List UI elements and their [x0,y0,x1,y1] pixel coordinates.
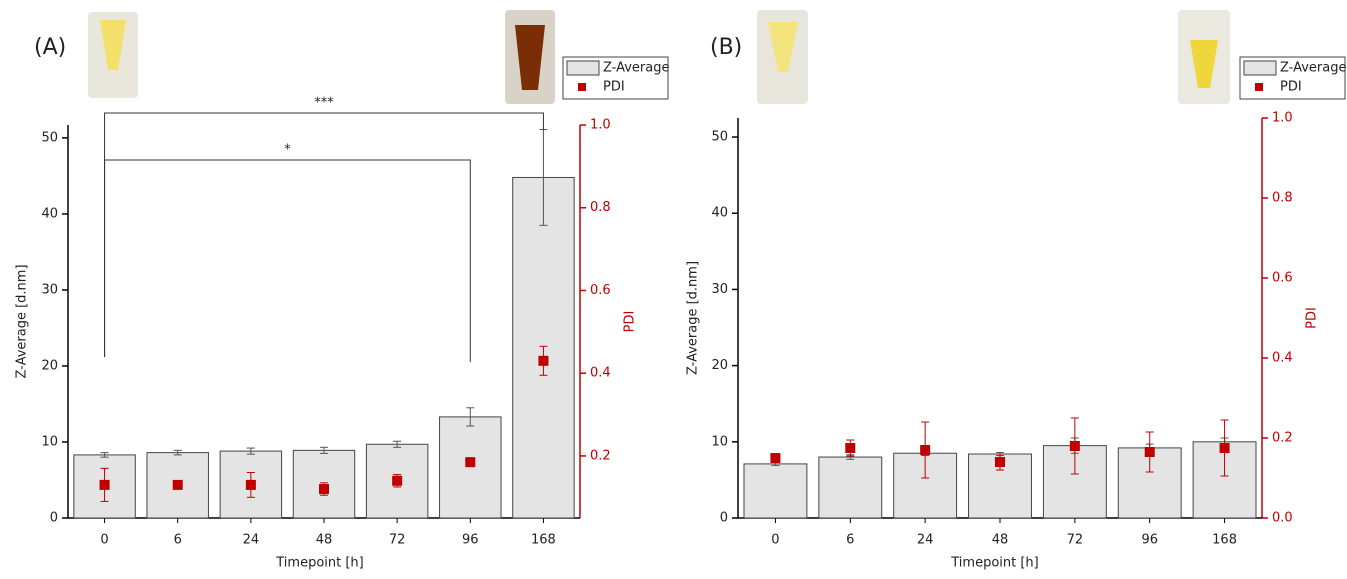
x-tick-label: 24 [917,533,934,548]
point [1069,441,1080,451]
y-tick-label: 50 [711,130,728,145]
y-tick-label: 50 [41,130,58,145]
point [245,479,256,490]
y-axis-label: Z-Average [d.nm] [686,261,701,375]
x-tick-label: 0 [100,533,108,548]
y2-tick-label: 0.2 [590,448,611,463]
y-tick-label: 30 [711,282,728,297]
y-tick-label: 0 [50,511,58,526]
error-bar [393,440,402,448]
y2-tick-label: 0.4 [590,366,611,381]
significance-bracket [104,159,471,362]
point [1144,447,1155,457]
error-bar [466,407,475,427]
point [99,479,110,490]
y2-tick-label: 0.0 [1272,511,1293,526]
x-tick-label: 96 [462,533,479,548]
point [1219,443,1230,453]
y2-axis-label: PDI [623,311,638,333]
bar [743,463,808,519]
y2-tick-label: 0.2 [1272,431,1293,446]
y-axis-label: Z-Average [d.nm] [15,264,30,378]
y2-tick-label: 0.8 [1272,191,1293,206]
legend-label: PDI [603,80,625,95]
point [392,475,403,486]
significance-label: *** [314,96,334,111]
y2-tick-label: 0.6 [1272,271,1293,286]
y-tick-label: 40 [711,206,728,221]
significance-label: * [284,143,291,158]
y-tick-label: 20 [41,358,58,373]
y2-axis-label: PDI [1305,307,1320,329]
error-bar [320,446,328,454]
y2-tick-label: 1.0 [1272,111,1293,126]
point [538,355,549,366]
y-tick-label: 20 [711,358,728,373]
x-tick-label: 6 [174,533,182,548]
x-tick-label: 48 [316,533,333,548]
y-tick-label: 0 [720,511,728,526]
y2-tick-label: 1.0 [590,118,611,133]
y-tick-label: 10 [41,434,58,449]
y-tick-label: 10 [711,434,728,449]
x-tick-label: 48 [992,533,1009,548]
error-bar [246,447,255,455]
y2-tick-label: 0.4 [1272,351,1293,366]
legend-label: PDI [1280,80,1302,95]
error-bar [173,449,182,456]
x-tick-label: 72 [1067,533,1084,548]
point [995,457,1005,467]
point [465,457,476,468]
y-tick-label: 30 [41,282,58,297]
legend-swatch [578,83,586,91]
error-bar [100,452,109,458]
x-axis-label: Timepoint [h] [275,556,363,571]
panel-label: (A) [34,35,66,60]
x-tick-label: 6 [846,533,854,548]
point [172,479,183,490]
point [845,443,856,453]
x-axis-label: Timepoint [h] [950,556,1038,571]
y-tick-label: 40 [41,206,58,221]
legend-swatch [1243,60,1277,76]
y2-tick-label: 0.8 [590,200,611,215]
point [770,453,781,463]
legend-label: Z-Average [603,61,669,76]
tube-photo [88,10,1230,104]
legend-label: Z-Average [1280,61,1346,76]
x-tick-label: 168 [1212,533,1237,548]
legend-swatch [566,60,600,76]
point [319,484,329,495]
x-tick-label: 0 [771,533,779,548]
x-tick-label: 168 [531,533,556,548]
bar [818,456,883,519]
x-tick-label: 24 [243,533,260,548]
point [920,445,931,455]
significance-bracket [104,112,544,357]
x-tick-label: 72 [389,533,406,548]
panel-label: (B) [710,35,742,60]
legend-swatch [1255,83,1263,91]
y2-tick-label: 0.6 [590,283,611,298]
x-tick-label: 96 [1141,533,1158,548]
bar [439,416,502,519]
